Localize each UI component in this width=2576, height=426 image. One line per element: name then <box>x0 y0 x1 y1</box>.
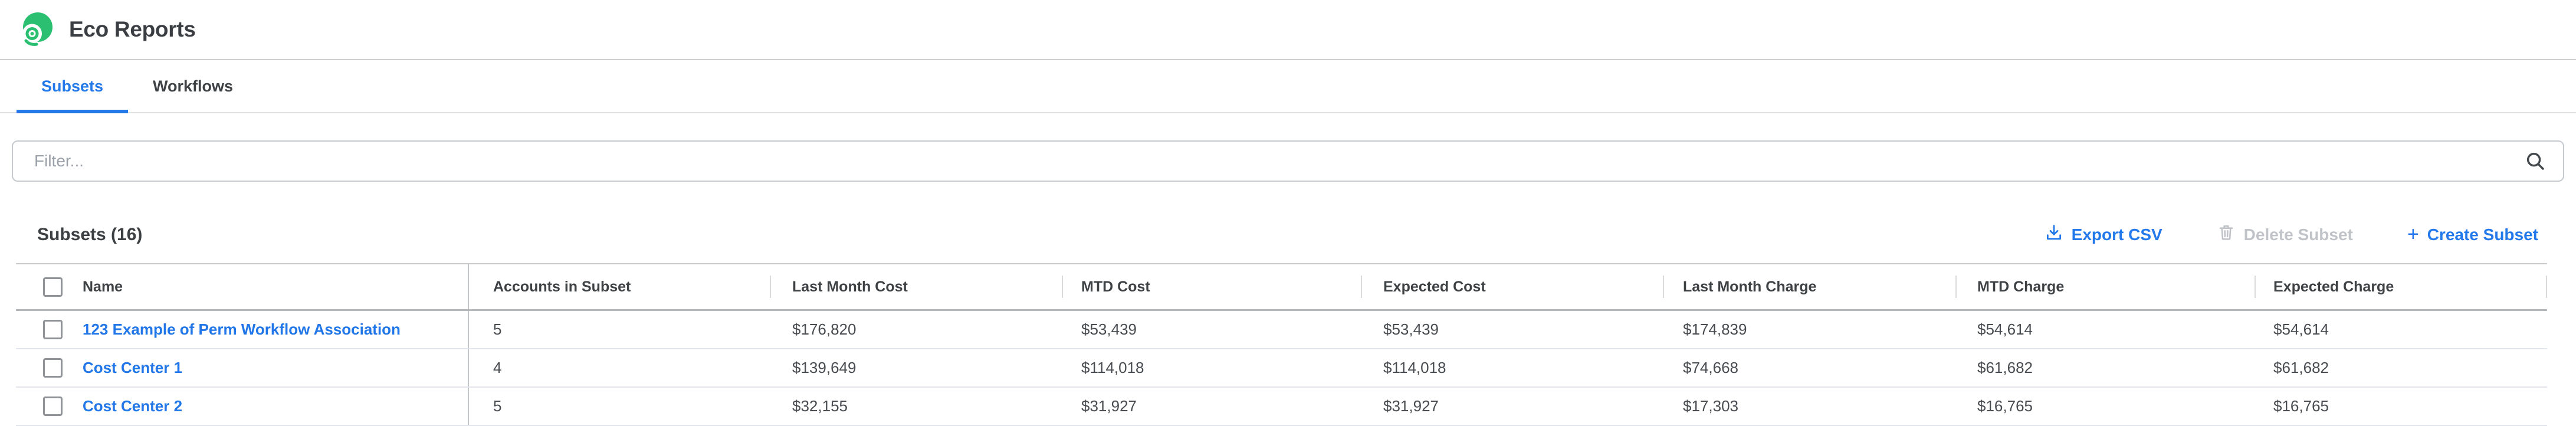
mtd-charge-cell: $54,614 <box>1955 311 2255 348</box>
subset-name-cell: Cost Center 1 <box>78 349 469 386</box>
tab-subsets[interactable]: Subsets <box>17 60 128 112</box>
tab-bar: Subsets Workflows <box>0 60 2576 113</box>
tab-workflows[interactable]: Workflows <box>128 60 258 112</box>
subset-name-link[interactable]: 123 Example of Perm Workflow Association <box>83 320 401 339</box>
column-header-last-month-cost[interactable]: Last Month Cost <box>770 264 1062 309</box>
row-select-cell <box>16 349 78 386</box>
column-header-name[interactable]: Name <box>78 264 469 309</box>
select-all-checkbox[interactable] <box>43 277 63 297</box>
row-checkbox[interactable] <box>43 320 63 339</box>
download-icon <box>2045 223 2063 246</box>
row-checkbox[interactable] <box>43 358 63 378</box>
eco-logo-icon <box>19 12 54 47</box>
last-month-cost-cell: $176,820 <box>770 311 1062 348</box>
column-header-expected-cost[interactable]: Expected Cost <box>1361 264 1663 309</box>
expected-cost-cell: $53,439 <box>1361 311 1663 348</box>
expected-charge-cell: $61,682 <box>2255 349 2547 386</box>
subset-name-link[interactable]: Cost Center 2 <box>83 397 182 415</box>
table-header-row: Name Accounts in Subset Last Month Cost … <box>16 263 2547 311</box>
subset-name-link[interactable]: Cost Center 1 <box>83 359 182 377</box>
mtd-cost-cell: $114,018 <box>1062 349 1361 386</box>
filter-input[interactable] <box>12 140 2564 182</box>
subset-name-cell: Cost Center 2 <box>78 388 469 425</box>
accounts-cell: 4 <box>469 349 770 386</box>
mtd-cost-cell: $31,927 <box>1062 388 1361 425</box>
trash-icon <box>2217 223 2236 246</box>
column-header-accounts[interactable]: Accounts in Subset <box>469 264 770 309</box>
export-csv-button[interactable]: Export CSV <box>2045 223 2162 246</box>
row-checkbox[interactable] <box>43 396 63 416</box>
last-month-charge-cell: $174,839 <box>1663 311 1955 348</box>
subsets-count-heading: Subsets (16) <box>37 225 142 245</box>
delete-subset-label: Delete Subset <box>2244 225 2353 244</box>
column-header-mtd-charge[interactable]: MTD Charge <box>1955 264 2255 309</box>
expected-cost-cell: $114,018 <box>1361 349 1663 386</box>
mtd-cost-cell: $53,439 <box>1062 311 1361 348</box>
table-row: Cost Center 2 5 $32,155 $31,927 $31,927 … <box>16 388 2547 426</box>
last-month-charge-cell: $17,303 <box>1663 388 1955 425</box>
last-month-cost-cell: $139,649 <box>770 349 1062 386</box>
subsets-table: Name Accounts in Subset Last Month Cost … <box>16 263 2547 426</box>
column-header-expected-charge[interactable]: Expected Charge <box>2255 264 2547 309</box>
table-row: 123 Example of Perm Workflow Association… <box>16 311 2547 349</box>
table-row: Cost Center 1 4 $139,649 $114,018 $114,0… <box>16 349 2547 388</box>
subsets-toolbar: Subsets (16) Export CSV <box>37 223 2538 246</box>
app-header: Eco Reports <box>0 0 2576 60</box>
filter-bar <box>12 140 2564 182</box>
row-select-cell <box>16 311 78 348</box>
create-subset-label: Create Subset <box>2427 225 2538 244</box>
table-body: 123 Example of Perm Workflow Association… <box>16 311 2547 426</box>
plus-icon: + <box>2407 224 2419 244</box>
expected-cost-cell: $31,927 <box>1361 388 1663 425</box>
export-csv-label: Export CSV <box>2072 225 2162 244</box>
expected-charge-cell: $54,614 <box>2255 311 2547 348</box>
mtd-charge-cell: $16,765 <box>1955 388 2255 425</box>
accounts-cell: 5 <box>469 311 770 348</box>
last-month-cost-cell: $32,155 <box>770 388 1062 425</box>
search-icon <box>2524 150 2547 172</box>
expected-charge-cell: $16,765 <box>2255 388 2547 425</box>
subset-name-cell: 123 Example of Perm Workflow Association <box>78 311 469 348</box>
select-all-cell <box>16 264 78 309</box>
accounts-cell: 5 <box>469 388 770 425</box>
create-subset-button[interactable]: + Create Subset <box>2407 225 2538 245</box>
toolbar-actions: Export CSV Delete Subset + Create Subset <box>2045 223 2538 246</box>
column-header-mtd-cost[interactable]: MTD Cost <box>1062 264 1361 309</box>
column-header-last-month-charge[interactable]: Last Month Charge <box>1663 264 1955 309</box>
delete-subset-button[interactable]: Delete Subset <box>2217 223 2353 246</box>
last-month-charge-cell: $74,668 <box>1663 349 1955 386</box>
row-select-cell <box>16 388 78 425</box>
mtd-charge-cell: $61,682 <box>1955 349 2255 386</box>
page-title: Eco Reports <box>69 17 196 42</box>
